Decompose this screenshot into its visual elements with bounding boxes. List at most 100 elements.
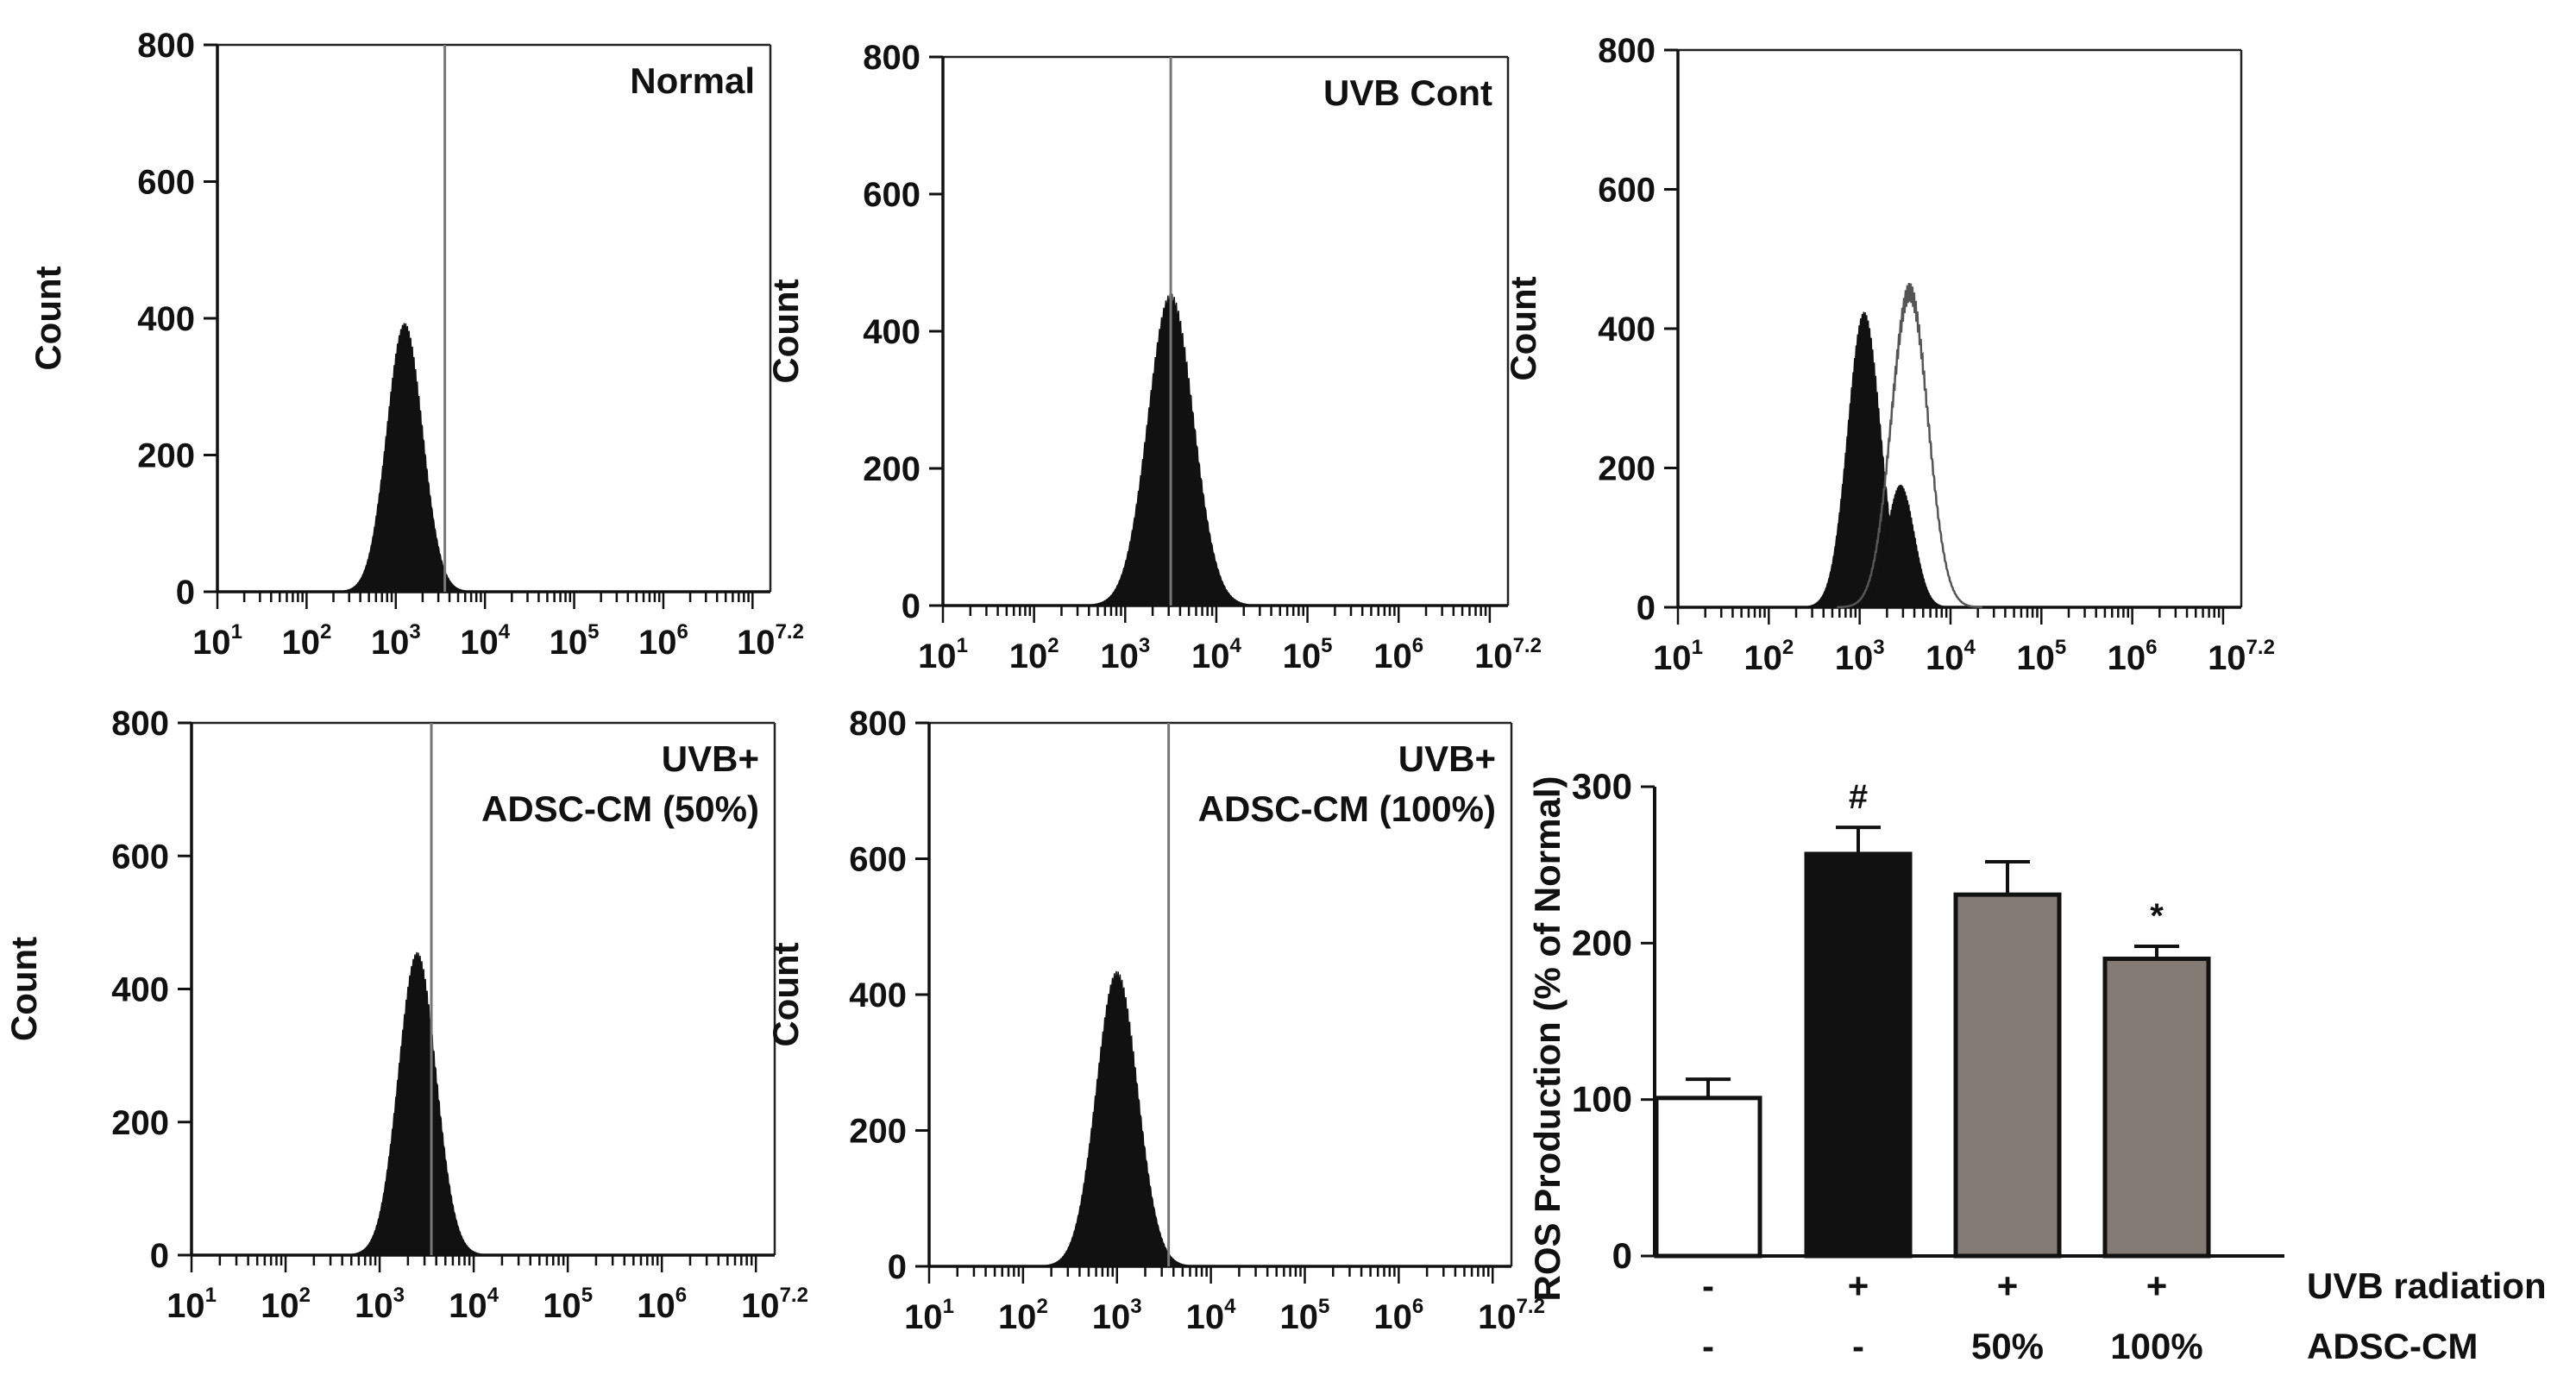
significance-marker: *: [2150, 897, 2164, 935]
x-tick-exponent: 3: [1873, 636, 1884, 659]
condition-row-label: UVB radiation: [2307, 1265, 2547, 1306]
y-tick-label: 0: [150, 1237, 169, 1275]
x-tick-exponent: 3: [1130, 1295, 1141, 1318]
x-tick-exponent: 4: [1230, 634, 1242, 657]
bar-y-tick-label: 0: [1612, 1235, 1632, 1276]
x-tick-base: 10: [918, 637, 957, 675]
panel-condition-label: ADSC-CM (100%): [1198, 788, 1496, 829]
x-tick-exponent: 5: [587, 620, 599, 644]
y-tick-label: 600: [111, 838, 169, 876]
panel-condition-label: UVB+: [1398, 738, 1496, 779]
x-tick-label: 101: [918, 634, 968, 675]
x-tick-label: 103: [355, 1284, 405, 1325]
condition-value: -: [1702, 1326, 1714, 1366]
y-tick-label: 0: [902, 587, 920, 625]
x-tick-base: 10: [1100, 637, 1139, 675]
x-tick-base: 10: [1373, 637, 1412, 675]
condition-value: +: [1848, 1265, 1869, 1306]
x-tick-exponent: 2: [320, 620, 331, 644]
x-tick-base: 10: [261, 1287, 299, 1325]
x-tick-exponent: 1: [1692, 636, 1703, 659]
x-tick-label: 107.2: [741, 1284, 808, 1325]
x-tick-base: 10: [1373, 1298, 1412, 1336]
histogram-peak-2: [1845, 484, 1956, 608]
y-axis-label: Count: [1503, 276, 1543, 380]
x-tick-label: 105: [2016, 636, 2066, 677]
x-tick-label: 107.2: [1478, 1295, 1545, 1336]
condition-value: -: [1852, 1326, 1864, 1366]
x-tick-base: 10: [550, 624, 588, 662]
x-tick-exponent: 2: [1036, 1295, 1047, 1318]
x-tick-exponent: 6: [675, 1284, 687, 1307]
x-tick-base: 10: [1186, 1298, 1225, 1336]
x-tick-label: 105: [543, 1284, 593, 1325]
y-tick-label: 800: [111, 705, 169, 743]
x-tick-base: 10: [1478, 1298, 1517, 1336]
x-tick-label: 106: [638, 620, 688, 662]
bar-3: [1953, 892, 2062, 1259]
condition-value: -: [1702, 1265, 1714, 1306]
panel-condition-label: UVB+: [662, 738, 759, 779]
y-tick-label: 800: [1598, 32, 1656, 70]
y-tick-label: 200: [849, 1113, 907, 1151]
condition-value: 100%: [2110, 1326, 2202, 1366]
x-tick-base: 10: [1191, 637, 1230, 675]
x-tick-label: 106: [1373, 1295, 1423, 1336]
x-tick-exponent: 6: [1412, 1295, 1423, 1318]
histogram-peak-1: [332, 323, 477, 593]
x-tick-label: 103: [1092, 1295, 1142, 1336]
y-tick-label: 400: [863, 313, 920, 351]
x-tick-exponent: 4: [487, 1284, 499, 1307]
condition-value: 50%: [1971, 1326, 2044, 1366]
x-tick-label: 105: [1280, 1295, 1330, 1336]
panel-condition-label: Normal: [630, 60, 755, 101]
x-tick-label: 106: [637, 1284, 687, 1325]
y-tick-label: 0: [176, 574, 195, 612]
x-tick-label: 106: [1373, 634, 1423, 675]
y-tick-label: 400: [1598, 311, 1656, 348]
panel-condition-label: ADSC-CM (50%): [481, 788, 759, 829]
x-tick-exponent: 7.2: [2246, 636, 2275, 659]
x-tick-exponent: 5: [581, 1284, 593, 1307]
x-tick-exponent: 5: [1321, 634, 1332, 657]
x-tick-exponent: 6: [1412, 634, 1423, 657]
x-tick-base: 10: [460, 624, 499, 662]
x-tick-base: 10: [192, 624, 231, 662]
x-tick-exponent: 2: [299, 1284, 311, 1307]
x-tick-label: 107.2: [737, 620, 804, 662]
y-tick-label: 400: [137, 300, 195, 338]
condition-value: +: [1997, 1265, 2019, 1306]
y-tick-label: 0: [1637, 589, 1656, 627]
histogram-peak-1: [1034, 970, 1201, 1267]
x-tick-exponent: 5: [1318, 1295, 1329, 1318]
x-tick-base: 10: [637, 1287, 675, 1325]
x-tick-label: 104: [1191, 634, 1242, 675]
x-tick-base: 10: [281, 624, 320, 662]
x-tick-base: 10: [1744, 639, 1782, 677]
y-tick-label: 600: [849, 841, 907, 879]
x-tick-exponent: 4: [1224, 1295, 1236, 1318]
y-axis-label: Count: [28, 266, 68, 370]
x-tick-base: 10: [355, 1287, 393, 1325]
x-tick-base: 10: [1835, 639, 1874, 677]
x-tick-label: 103: [1835, 636, 1885, 677]
bar-4: [2102, 956, 2211, 1259]
x-tick-base: 10: [1092, 1298, 1131, 1336]
x-tick-exponent: 6: [677, 620, 688, 644]
y-tick-label: 600: [863, 176, 920, 214]
x-tick-label: 105: [550, 620, 600, 662]
x-tick-base: 10: [741, 1287, 780, 1325]
x-tick-exponent: 7.2: [1517, 1295, 1545, 1318]
bar-y-axis-label: ROS Production (% of Normal): [1527, 776, 1568, 1302]
x-tick-base: 10: [638, 624, 677, 662]
histogram-outline-3: [1837, 283, 1982, 609]
x-tick-base: 10: [2108, 639, 2146, 677]
x-tick-label: 101: [192, 620, 242, 662]
x-tick-base: 10: [1009, 637, 1048, 675]
x-tick-exponent: 1: [205, 1284, 217, 1307]
